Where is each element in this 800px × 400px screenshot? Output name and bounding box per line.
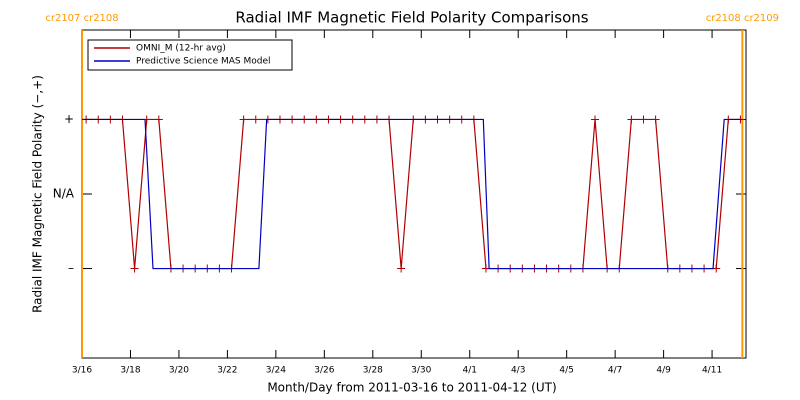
legend-label: Predictive Science MAS Model — [136, 57, 271, 67]
point-marker — [251, 115, 260, 124]
carrington-label: cr2108 cr2109 — [706, 13, 779, 24]
series-line — [82, 118, 743, 270]
x-tick-label: 3/16 — [72, 366, 92, 376]
point-marker — [239, 115, 248, 124]
x-tick-label: 4/1 — [462, 366, 476, 376]
x-tick-label: 4/7 — [608, 366, 622, 376]
x-tick-label: 3/24 — [266, 366, 286, 376]
x-tick-label: 4/3 — [511, 366, 525, 376]
x-tick-label: 4/9 — [656, 366, 671, 376]
x-tick-label: 3/20 — [169, 366, 189, 376]
point-marker — [651, 115, 660, 124]
point-marker — [639, 115, 648, 124]
x-tick-label: 3/22 — [217, 366, 237, 376]
legend-label: OMNI_M (12-hr avg) — [136, 44, 226, 54]
x-tick-label: 3/18 — [120, 366, 140, 376]
y-tick-label: + — [64, 112, 74, 126]
point-marker — [397, 264, 406, 273]
carrington-label: cr2107 cr2108 — [45, 13, 118, 24]
y-tick-label: N/A — [53, 187, 75, 201]
y-axis-label: Radial IMF Magnetic Field Polarity (−,+) — [31, 75, 45, 313]
point-marker — [154, 115, 163, 124]
x-tick-label: 3/28 — [363, 366, 383, 376]
x-tick-label: 3/30 — [411, 366, 431, 376]
x-tick-label: 4/5 — [559, 366, 573, 376]
legend-box — [87, 39, 293, 71]
x-axis-label: Month/Day from 2011-03-16 to 2011-04-12 … — [267, 381, 556, 395]
x-tick-label: 4/11 — [702, 366, 722, 376]
chart-title: Radial IMF Magnetic Field Polarity Compa… — [235, 9, 588, 27]
point-marker — [591, 115, 600, 124]
y-tick-label: – — [68, 261, 74, 275]
point-marker — [130, 264, 139, 273]
point-marker — [627, 115, 636, 124]
x-tick-label: 3/26 — [314, 366, 334, 376]
